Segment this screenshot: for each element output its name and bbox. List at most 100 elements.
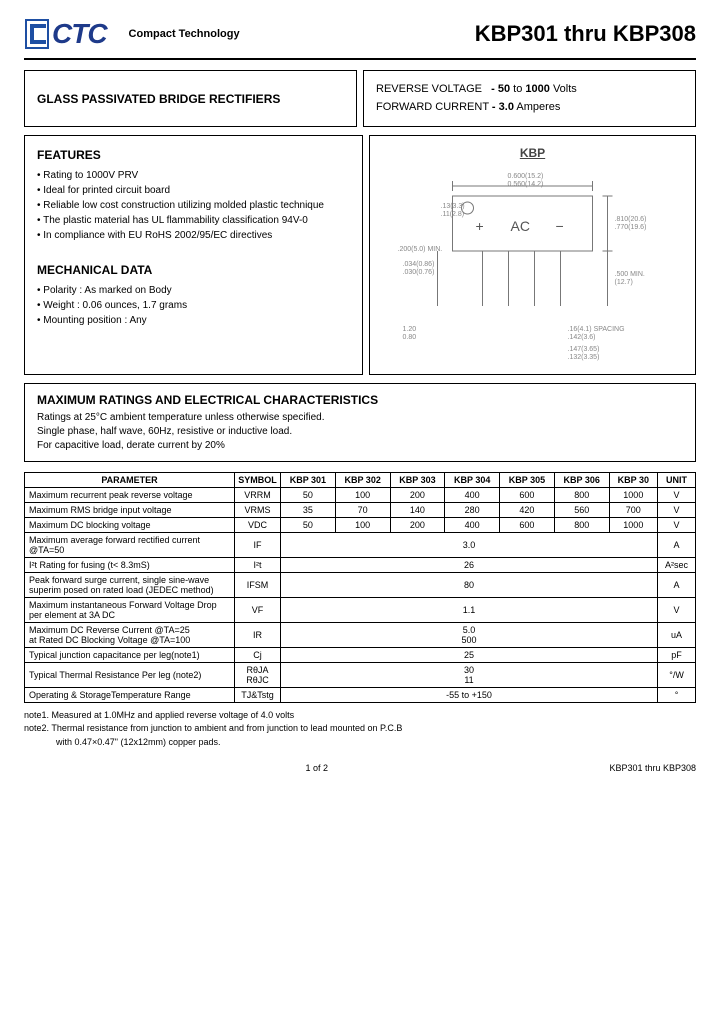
note-2: note2. Thermal resistance from junction … [24, 722, 696, 736]
param-value: 50 [281, 517, 336, 532]
logo-mark-icon [24, 18, 50, 50]
param-value-span: 26 [281, 557, 658, 572]
fc-label: FORWARD CURRENT [376, 101, 492, 113]
param-unit: V [658, 487, 696, 502]
header: CTC Compact Technology KBP301 thru KBP30… [24, 18, 696, 50]
svg-text:.200(5.0) MIN.: .200(5.0) MIN. [398, 246, 443, 253]
param-unit: uA [658, 622, 696, 647]
page-title: KBP301 thru KBP308 [475, 21, 696, 47]
param-value: 800 [554, 517, 609, 532]
param-name: Maximum DC blocking voltage [25, 517, 235, 532]
param-value: 560 [554, 502, 609, 517]
table-row: Typical junction capacitance per leg(not… [25, 647, 696, 662]
svg-text:.810(20.6): .810(20.6) [615, 216, 647, 223]
th-col: KBP 304 [445, 472, 500, 487]
param-name: Maximum DC Reverse Current @TA=25at Rate… [25, 622, 235, 647]
param-value: 50 [281, 487, 336, 502]
table-header-row: PARAMETER SYMBOL KBP 301 KBP 302 KBP 303… [25, 472, 696, 487]
param-name: Maximum recurrent peak reverse voltage [25, 487, 235, 502]
param-value: 600 [500, 487, 555, 502]
svg-text:.142(3.6): .142(3.6) [568, 334, 596, 341]
feature-item: Rating to 1000V PRV [37, 168, 350, 183]
logo-text: CTC [52, 18, 107, 50]
param-name: I²t Rating for fusing (t< 8.3mS) [25, 557, 235, 572]
diagram-title: KBP [376, 146, 689, 160]
table-row: Maximum DC blocking voltageVDC5010020040… [25, 517, 696, 532]
max-ratings-box: MAXIMUM RATINGS AND ELECTRICAL CHARACTER… [24, 383, 696, 462]
table-row: Maximum instantaneous Forward Voltage Dr… [25, 597, 696, 622]
svg-text:AC: AC [511, 218, 530, 234]
param-unit: A [658, 572, 696, 597]
param-value: 100 [335, 517, 390, 532]
param-value: 35 [281, 502, 336, 517]
param-unit: V [658, 517, 696, 532]
header-rule [24, 58, 696, 60]
logo: CTC [24, 18, 107, 50]
rv-to: to [510, 83, 525, 95]
svg-text:.034(0.86): .034(0.86) [403, 261, 435, 268]
footer: 1 of 2 KBP301 thru KBP308 [24, 763, 696, 773]
parameter-table: PARAMETER SYMBOL KBP 301 KBP 302 KBP 303… [24, 472, 696, 703]
max-ratings-title: MAXIMUM RATINGS AND ELECTRICAL CHARACTER… [37, 392, 683, 409]
svg-text:+: + [476, 218, 484, 234]
param-name: Maximum RMS bridge input voltage [25, 502, 235, 517]
param-symbol: VRMS [235, 502, 281, 517]
svg-text:.13(3.3): .13(3.3) [441, 203, 465, 210]
mech-item: Mounting position : Any [37, 313, 350, 328]
svg-text:0.600(15.2): 0.600(15.2) [508, 173, 544, 180]
param-value-span: 3011 [281, 662, 658, 687]
param-name: Typical junction capacitance per leg(not… [25, 647, 235, 662]
param-unit: A²sec [658, 557, 696, 572]
param-value: 100 [335, 487, 390, 502]
param-value: 420 [500, 502, 555, 517]
rv-label: REVERSE VOLTAGE [376, 83, 482, 95]
param-value: 1000 [609, 487, 657, 502]
max-ratings-line: Single phase, half wave, 60Hz, resistive… [37, 425, 683, 439]
param-name: Maximum average forward rectified curren… [25, 532, 235, 557]
table-row: Typical Thermal Resistance Per leg (note… [25, 662, 696, 687]
features-list: Rating to 1000V PRV Ideal for printed ci… [37, 168, 350, 243]
feature-item: Reliable low cost construction utilizing… [37, 198, 350, 213]
features-box: FEATURES Rating to 1000V PRV Ideal for p… [24, 135, 363, 375]
mech-item: Weight : 0.06 ounces, 1.7 grams [37, 298, 350, 313]
param-symbol: IF [235, 532, 281, 557]
svg-text:1.20: 1.20 [403, 326, 417, 333]
param-symbol: I²t [235, 557, 281, 572]
param-value-span: 1.1 [281, 597, 658, 622]
features-diagram-row: FEATURES Rating to 1000V PRV Ideal for p… [24, 135, 696, 375]
mech-item: Polarity : As marked on Body [37, 283, 350, 298]
param-value: 70 [335, 502, 390, 517]
param-unit: pF [658, 647, 696, 662]
param-unit: V [658, 597, 696, 622]
product-type-box: GLASS PASSIVATED BRIDGE RECTIFIERS [24, 70, 357, 127]
th-symbol: SYMBOL [235, 472, 281, 487]
param-value-span: -55 to +150 [281, 687, 658, 702]
mech-list: Polarity : As marked on Body Weight : 0.… [37, 283, 350, 328]
param-value: 280 [445, 502, 500, 517]
notes: note1. Measured at 1.0MHz and applied re… [24, 709, 696, 750]
param-value: 800 [554, 487, 609, 502]
param-symbol: VRRM [235, 487, 281, 502]
param-value-span: 25 [281, 647, 658, 662]
param-name: Operating & StorageTemperature Range [25, 687, 235, 702]
svg-text:(12.7): (12.7) [615, 279, 633, 286]
company-name: Compact Technology [129, 28, 240, 40]
rv-max: 1000 [525, 83, 549, 95]
param-unit: V [658, 502, 696, 517]
param-value: 1000 [609, 517, 657, 532]
param-symbol: IR [235, 622, 281, 647]
param-value: 600 [500, 517, 555, 532]
svg-text:.16(4.1) SPACING: .16(4.1) SPACING [568, 326, 625, 333]
feature-item: The plastic material has UL flammability… [37, 213, 350, 228]
param-symbol: VDC [235, 517, 281, 532]
param-value: 140 [390, 502, 445, 517]
features-title: FEATURES [37, 146, 350, 164]
th-col: KBP 301 [281, 472, 336, 487]
param-symbol: TJ&Tstg [235, 687, 281, 702]
package-diagram-box: KBP + AC − 0.600(15.2) 0.56 [369, 135, 696, 375]
th-col: KBP 303 [390, 472, 445, 487]
note-1: note1. Measured at 1.0MHz and applied re… [24, 709, 696, 723]
table-row: Maximum RMS bridge input voltageVRMS3570… [25, 502, 696, 517]
feature-item: In compliance with EU RoHS 2002/95/EC di… [37, 228, 350, 243]
param-value-span: 5.0500 [281, 622, 658, 647]
